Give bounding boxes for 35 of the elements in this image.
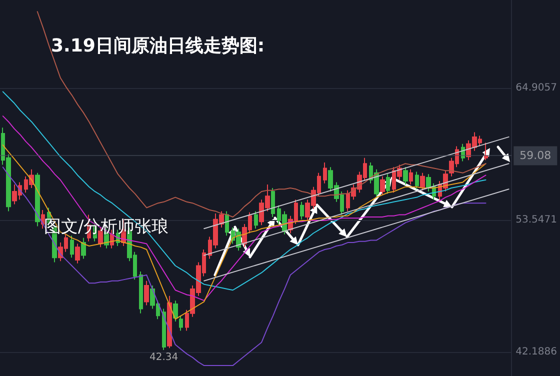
candlestick (254, 210, 258, 230)
candlestick (380, 176, 385, 196)
candlestick (173, 300, 178, 322)
candlestick (179, 315, 183, 332)
candlestick (139, 271, 143, 314)
candlestick (409, 168, 413, 186)
candlestick (386, 174, 390, 194)
text: 3.19日间原油日线走势图: (51, 36, 265, 56)
candlestick (403, 166, 408, 186)
ref-line-label: 59.08 (520, 149, 552, 162)
candlestick (35, 172, 40, 227)
candlestick (162, 308, 166, 351)
candlestick (144, 280, 149, 306)
candlestick (461, 143, 465, 162)
line-series (2, 116, 486, 302)
line-series (2, 144, 486, 320)
candlestick (300, 201, 304, 220)
candlestick (70, 235, 74, 258)
candlestick (271, 188, 275, 218)
candlestick (484, 142, 488, 161)
candlestick (420, 172, 425, 191)
line-series (2, 166, 486, 366)
line-series (2, 91, 486, 291)
candlestick (167, 295, 172, 349)
candlestick (81, 237, 86, 260)
candlestick (426, 174, 431, 192)
candlestick (323, 162, 327, 184)
candlestick (415, 171, 419, 190)
y-tick-label: 42.1886 (516, 346, 558, 358)
y-tick-label: 64.9057 (516, 82, 558, 94)
candlestick (225, 210, 229, 236)
line-series (36, 11, 486, 218)
y-tick-label: 53.5471 (516, 214, 558, 226)
annotation: 42.34 (150, 352, 178, 363)
candlestick (75, 243, 80, 264)
